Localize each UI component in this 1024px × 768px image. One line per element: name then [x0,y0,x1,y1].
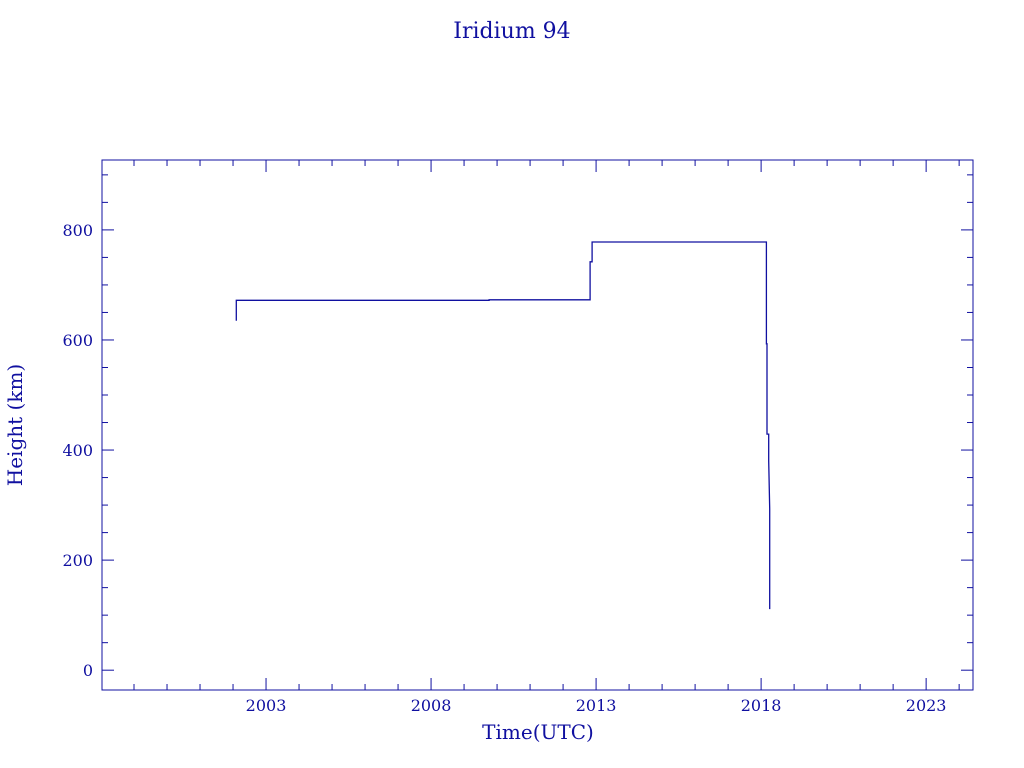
plot-frame [101,159,974,691]
y-tick-label: 0 [83,661,93,680]
y-tick-label: 200 [62,551,93,570]
x-tick-label: 2018 [741,696,782,715]
x-tick-label: 2023 [906,696,947,715]
x-tick-label: 2008 [411,696,452,715]
series-line [235,241,771,610]
y-axis-label: Height (km) [3,364,27,486]
y-tick-label: 800 [62,221,93,240]
chart-title: Iridium 94 [453,19,570,44]
y-tick-label: 400 [62,441,93,460]
x-tick-labels: 2003 2008 2013 2018 2023 [246,696,947,715]
x-tick-label: 2003 [246,696,287,715]
y-tick-label: 600 [62,331,93,350]
axis-ticks [102,160,973,690]
x-tick-label: 2013 [576,696,617,715]
x-axis-label: Time(UTC) [482,720,594,744]
y-tick-labels: 0 200 400 600 800 [62,221,93,680]
